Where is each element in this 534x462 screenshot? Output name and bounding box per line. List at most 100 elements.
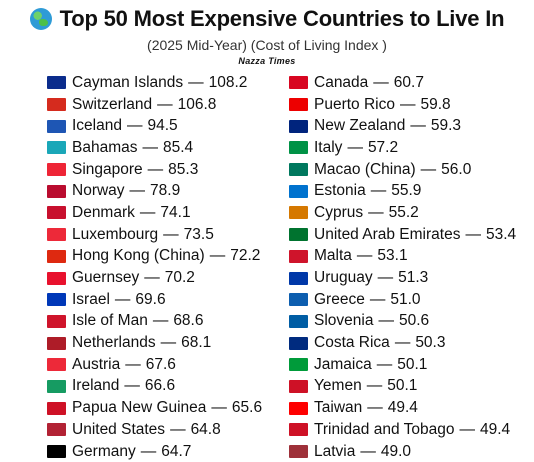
- flag-icon: [47, 119, 66, 133]
- title-row: Top 50 Most Expensive Countries to Live …: [0, 6, 534, 32]
- list-item: Italy —57.2: [289, 137, 516, 159]
- list-item: Papua New Guinea —65.6: [47, 397, 262, 419]
- separator-dash: —: [459, 420, 475, 438]
- list-item: Puerto Rico —59.8: [289, 94, 516, 116]
- list-item: Uruguay —51.3: [289, 267, 516, 289]
- index-value: 49.0: [380, 442, 412, 460]
- index-value: 53.1: [377, 247, 408, 265]
- index-value: 78.9: [150, 182, 181, 200]
- flag-icon: [289, 119, 308, 133]
- header: Top 50 Most Expensive Countries to Live …: [0, 6, 534, 66]
- index-value: 68.6: [173, 312, 204, 330]
- ranking-column-left: Cayman Islands —108.2 Switzerland —106.8 Ice…: [47, 72, 262, 462]
- list-item: Iceland —94.5: [47, 115, 262, 137]
- separator-dash: —: [129, 182, 146, 200]
- separator-dash: —: [376, 355, 393, 373]
- country-name: Costa Rica: [314, 334, 390, 352]
- separator-dash: —: [370, 182, 387, 200]
- list-item: Canada —60.7: [289, 72, 516, 94]
- separator-dash: —: [367, 399, 383, 417]
- country-name: Germany: [72, 442, 136, 460]
- separator-dash: —: [399, 95, 416, 113]
- globe-icon: [29, 8, 52, 30]
- country-name: United Arab Emirates: [314, 225, 461, 243]
- index-value: 85.3: [168, 160, 199, 178]
- page-title: Top 50 Most Expensive Countries to Live …: [59, 6, 505, 31]
- list-item: Bahamas —85.4: [47, 137, 262, 159]
- country-name: Netherlands: [72, 334, 156, 352]
- list-item: Denmark —74.1: [47, 202, 262, 224]
- flag-icon: [47, 141, 66, 155]
- list-item: Singapore —85.3: [47, 159, 262, 181]
- country-name: Bahamas: [72, 138, 138, 156]
- flag-icon: [289, 314, 308, 328]
- country-name: Cayman Islands: [72, 73, 184, 91]
- flag-icon: [47, 184, 66, 198]
- separator-dash: —: [157, 95, 173, 113]
- list-item: Guernsey —70.2: [47, 267, 262, 289]
- country-name: Cyprus: [314, 203, 364, 221]
- separator-dash: —: [368, 203, 384, 221]
- separator-dash: —: [377, 269, 394, 287]
- list-item: Austria —67.6: [47, 354, 262, 376]
- country-name: Italy: [314, 138, 343, 156]
- country-name: Switzerland: [72, 95, 153, 113]
- separator-dash: —: [163, 225, 179, 243]
- separator-dash: —: [369, 290, 386, 308]
- flag-icon: [47, 293, 66, 307]
- flag-icon: [289, 271, 308, 285]
- flag-icon: [289, 249, 308, 263]
- index-value: 108.2: [208, 73, 248, 91]
- index-value: 70.2: [164, 269, 195, 287]
- list-item: United Arab Emirates —53.4: [289, 224, 516, 246]
- list-item: United States —64.8: [47, 419, 262, 441]
- flag-icon: [289, 206, 308, 220]
- index-value: 50.6: [398, 312, 430, 330]
- country-name: Austria: [72, 355, 121, 373]
- list-item: Taiwan —49.4: [289, 397, 516, 419]
- index-value: 64.7: [161, 442, 192, 460]
- separator-dash: —: [209, 247, 226, 265]
- flag-icon: [47, 163, 66, 177]
- list-item: Switzerland —106.8: [47, 94, 262, 116]
- country-name: Israel: [72, 290, 110, 308]
- index-value: 55.2: [388, 203, 419, 221]
- separator-dash: —: [160, 334, 177, 352]
- country-name: Norway: [72, 182, 125, 200]
- country-name: Macao (China): [314, 160, 416, 178]
- country-name: Singapore: [72, 160, 143, 178]
- flag-icon: [47, 206, 66, 220]
- country-name: Uruguay: [314, 269, 373, 287]
- list-item: Jamaica —50.1: [289, 354, 516, 376]
- country-name: Taiwan: [314, 399, 363, 417]
- list-item: Slovenia —50.6: [289, 311, 516, 333]
- country-name: Latvia: [314, 442, 356, 460]
- flag-icon: [289, 336, 308, 350]
- flag-icon: [289, 293, 308, 307]
- separator-dash: —: [211, 399, 227, 417]
- separator-dash: —: [140, 442, 157, 460]
- country-name: Malta: [314, 247, 352, 265]
- list-item: Yemen —50.1: [289, 376, 516, 398]
- country-name: Jamaica: [314, 355, 372, 373]
- flag-icon: [47, 379, 66, 393]
- index-value: 106.8: [177, 95, 217, 113]
- list-item: Ireland —66.6: [47, 376, 262, 398]
- flag-icon: [47, 401, 66, 415]
- flag-icon: [47, 76, 66, 90]
- separator-dash: —: [360, 442, 376, 460]
- separator-dash: —: [420, 160, 437, 178]
- index-value: 69.6: [135, 290, 166, 308]
- index-value: 56.0: [441, 160, 472, 178]
- page-subtitle: (2025 Mid-Year) (Cost of Living Index ): [147, 37, 387, 53]
- country-name: United States: [72, 420, 166, 438]
- separator-dash: —: [366, 377, 383, 395]
- country-name: Isle of Man: [72, 312, 148, 330]
- list-item: Latvia —49.0: [289, 441, 516, 462]
- index-value: 55.9: [391, 182, 422, 200]
- list-item: Estonia —55.9: [289, 180, 516, 202]
- separator-dash: —: [347, 138, 363, 156]
- country-name: Luxembourg: [72, 225, 159, 243]
- country-name: Yemen: [314, 377, 362, 395]
- flag-icon: [47, 228, 66, 242]
